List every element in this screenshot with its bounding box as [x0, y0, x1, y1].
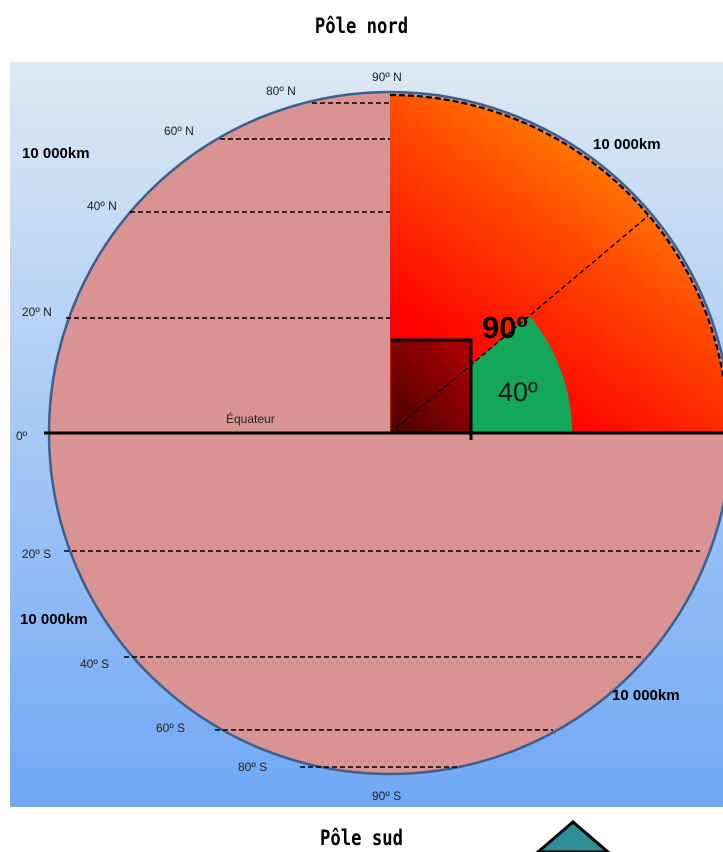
- label-60s: 60º S: [156, 721, 185, 735]
- latitude-radius-40: [389, 215, 649, 434]
- label-60n: 60º N: [164, 124, 194, 138]
- latitude-lines: [64, 102, 700, 768]
- label-90n: 90º N: [372, 70, 402, 84]
- north-pole-title: Pôle nord: [314, 14, 409, 38]
- label-20n: 20º N: [22, 305, 52, 319]
- distance-label-bottom-left: 10 000km: [20, 611, 88, 628]
- label-80n: 80º N: [266, 84, 296, 98]
- triangle-up-icon[interactable]: [535, 820, 611, 852]
- latitude-angle-label: 40º: [498, 377, 538, 407]
- south-pole-title: Pôle sud: [320, 826, 403, 850]
- label-20s: 20º S: [22, 547, 51, 561]
- label-40n: 40º N: [87, 199, 117, 213]
- distance-label-top-left: 10 000km: [22, 145, 90, 162]
- label-0: 0º: [16, 429, 28, 443]
- label-80s: 80º S: [238, 760, 267, 774]
- label-90s: 90º S: [372, 789, 401, 803]
- label-40s: 40º S: [80, 657, 109, 671]
- right-angle-marker: [391, 338, 473, 440]
- equator-label: Équateur: [226, 411, 275, 426]
- quadrant-arc-dashed: [389, 93, 723, 383]
- right-angle-square: [391, 340, 471, 433]
- right-angle-label: 90º: [482, 310, 528, 345]
- distance-label-bottom-right: 10 000km: [612, 687, 680, 704]
- distance-label-top-right: 10 000km: [593, 136, 661, 153]
- north-east-quadrant: [390, 95, 723, 433]
